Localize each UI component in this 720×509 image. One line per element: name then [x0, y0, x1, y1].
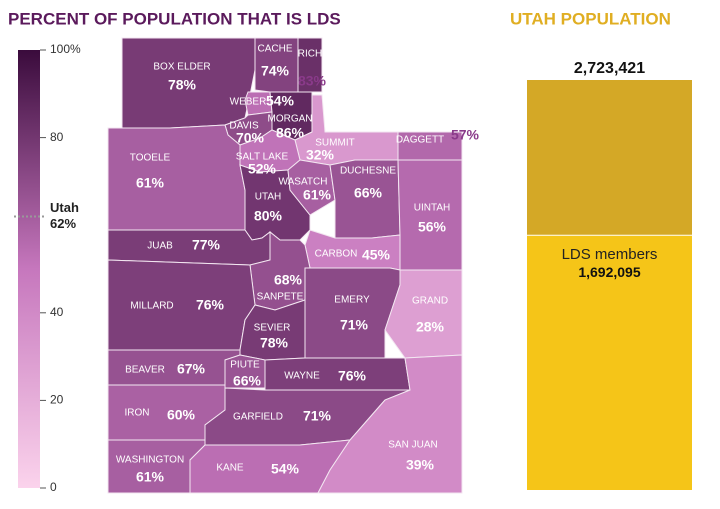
county-value-label: 57%: [451, 127, 480, 143]
county: [317, 354, 463, 494]
county-name: WASHINGTON: [116, 455, 184, 466]
county-name: DAGGETT: [396, 135, 444, 146]
county-value-label: 61%: [136, 469, 165, 485]
county-name: SALT LAKE: [236, 152, 289, 163]
county-name: CACHE: [257, 44, 292, 55]
county-name: SANPETE: [257, 292, 304, 303]
county-value-label: 78%: [260, 335, 289, 351]
county-value-label: 76%: [196, 297, 225, 313]
county-value-label: 60%: [167, 407, 196, 423]
county-name: IRON: [125, 408, 150, 419]
county-value-label: 39%: [406, 457, 435, 473]
county-name: SAN JUAN: [388, 440, 437, 451]
county-value-label: 28%: [416, 319, 445, 335]
colorbar-tick-label: 80: [50, 130, 64, 144]
county-name: GRAND: [412, 296, 448, 307]
county-value-label: 77%: [192, 237, 221, 253]
county-name: MORGAN: [268, 114, 313, 125]
county-value-label: 71%: [340, 317, 369, 333]
county-name: EMERY: [334, 295, 370, 306]
county-name: TOOELE: [130, 153, 171, 164]
county-name: UTAH: [255, 192, 281, 203]
county-value-label: 80%: [254, 208, 283, 224]
county-value-label: 71%: [303, 408, 332, 424]
county-value-label: 45%: [362, 247, 391, 263]
county-name: CARBON: [315, 249, 358, 260]
county-value-label: 61%: [136, 175, 165, 191]
colorbar-tick-label: 0: [50, 480, 57, 494]
county-name: DUCHESNE: [340, 166, 396, 177]
county-value-label: 54%: [271, 461, 300, 477]
county-name: SEVIER: [254, 323, 291, 334]
total-label: 2,723,421: [574, 60, 645, 77]
county-name: RICH: [298, 49, 322, 60]
county-value-label: 56%: [418, 219, 447, 235]
county-name: BEAVER: [125, 365, 165, 376]
county-name: WEBER: [230, 97, 267, 108]
county-value-label: 83%: [298, 73, 327, 89]
county-name: WASATCH: [279, 177, 328, 188]
county-name: GARFIELD: [233, 412, 283, 423]
series-name: LDS members: [562, 246, 658, 263]
county: [304, 267, 401, 359]
county-value-label: 74%: [261, 63, 290, 79]
county-value-label: 61%: [303, 187, 332, 203]
county: [107, 229, 271, 266]
county-value-label: 70%: [236, 130, 265, 146]
county-value-label: 67%: [177, 361, 206, 377]
county-name: MILLARD: [130, 301, 173, 312]
state-average-label: Utah: [50, 200, 79, 215]
bar-title: UTAH POPULATION: [510, 9, 671, 28]
state-average-value: 62%: [50, 216, 76, 231]
colorbar-tick-label: 100%: [50, 42, 81, 56]
colorbar-tick-label: 40: [50, 305, 64, 319]
county-value-label: 66%: [354, 185, 383, 201]
county: [297, 37, 323, 93]
segment-bar: [527, 235, 692, 490]
county-name: DAVIS: [229, 121, 259, 132]
county-value-label: 54%: [266, 93, 295, 109]
county: [397, 159, 463, 271]
county-name: WAYNE: [284, 371, 320, 382]
colorbar-tick-label: 20: [50, 393, 64, 407]
county-value-label: 86%: [276, 125, 305, 141]
colorbar: [18, 50, 40, 488]
map-title: PERCENT OF POPULATION THAT IS LDS: [8, 9, 341, 28]
county-name: UINTAH: [414, 203, 450, 214]
county-value-label: 52%: [248, 161, 277, 177]
county-value-label: 66%: [233, 373, 262, 389]
county-value-label: 32%: [306, 147, 335, 163]
county-value-label: 78%: [168, 77, 197, 93]
county-name: BOX ELDER: [153, 62, 210, 73]
county-name: PIUTE: [230, 360, 260, 371]
county-value-label: 76%: [338, 368, 367, 384]
county-name: KANE: [216, 463, 244, 474]
segment-value-label: 1,692,095: [578, 264, 640, 280]
county-name: JUAB: [147, 241, 173, 252]
county-value-label: 68%: [274, 272, 303, 288]
county: [107, 124, 246, 231]
county-name: SUMMIT: [315, 138, 354, 149]
